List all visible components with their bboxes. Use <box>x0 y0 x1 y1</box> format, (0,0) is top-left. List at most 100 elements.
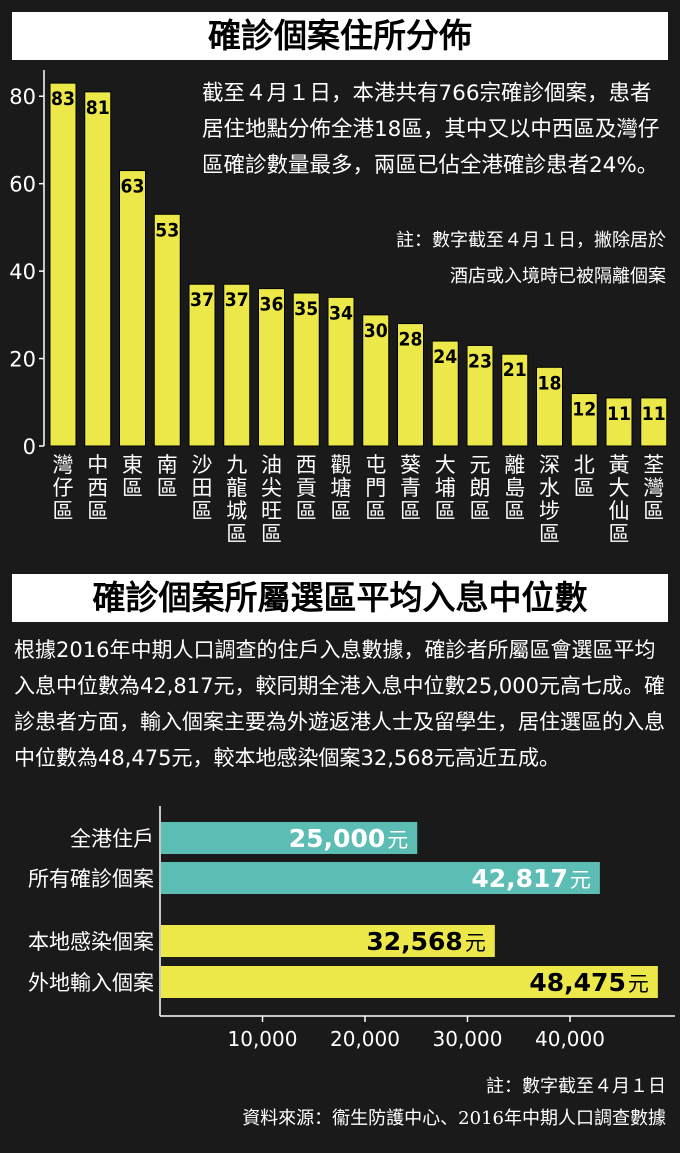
bar <box>536 366 563 447</box>
bar <box>153 213 181 447</box>
category-label: 西貢區 <box>296 453 317 523</box>
category-label-char: 城 <box>226 499 247 523</box>
category-label-char: 元 <box>470 453 491 477</box>
bar-value-label: 48,475元 <box>529 968 648 997</box>
category-label-char: 貢 <box>296 476 317 500</box>
bar-value-label: 11 <box>607 403 631 425</box>
category-label: 外地輸入個案 <box>28 971 154 995</box>
category-label: 觀塘區 <box>331 453 352 523</box>
bar <box>161 925 495 957</box>
y-tick-label: 0 <box>23 435 36 459</box>
category-label-char: 門 <box>365 476 386 500</box>
category-label-char: 塘 <box>331 476 352 500</box>
category-label-char: 區 <box>400 499 421 523</box>
bar-value-label: 21 <box>503 359 527 381</box>
bar <box>161 822 418 854</box>
bar <box>570 393 598 447</box>
bar-value-label: 34 <box>329 302 353 324</box>
category-label-char: 沙 <box>192 453 213 477</box>
bar <box>161 862 600 894</box>
category-label-char: 龍 <box>226 476 247 500</box>
section1-note-line2: 酒店或入境時已被隔離個案 <box>450 266 666 287</box>
section2-title: 確診個案所屬選區平均入息中位數 <box>12 574 668 622</box>
category-label-char: 水 <box>539 476 560 500</box>
category-label-char: 區 <box>122 476 143 500</box>
x-tick-label: 20,000 <box>330 1027 400 1051</box>
bar <box>327 296 355 447</box>
category-label-char: 西 <box>87 476 108 500</box>
category-label-char: 區 <box>226 522 247 546</box>
bar-value-label: 25,000元 <box>289 824 408 853</box>
bar <box>292 292 320 447</box>
category-label: 北區 <box>574 453 595 500</box>
category-label-char: 仙 <box>609 499 630 523</box>
category-label-char: 島 <box>504 476 525 500</box>
category-label-char: 區 <box>470 499 491 523</box>
category-label-char: 區 <box>365 499 386 523</box>
category-label-char: 南 <box>157 453 178 477</box>
bar-value-label: 28 <box>399 329 423 351</box>
category-label-char: 中 <box>87 453 108 477</box>
category-label-char: 埗 <box>539 499 560 523</box>
category-label-char: 仔 <box>53 476 74 500</box>
footer-note: 註：數字截至４月１日 <box>486 1076 666 1097</box>
bar-value-label: 83 <box>51 88 75 110</box>
category-label-char: 大 <box>435 453 456 477</box>
bar-value-label: 81 <box>86 97 110 119</box>
category-label-char: 大 <box>609 476 630 500</box>
y-tick-label: 20 <box>9 348 36 372</box>
bar <box>49 82 77 447</box>
category-label-char: 旺 <box>261 499 282 523</box>
x-tick-label: 30,000 <box>433 1027 503 1051</box>
category-label-char: 油 <box>261 453 282 477</box>
bar <box>431 340 459 447</box>
section1-title: 確診個案住所分佈 <box>12 12 668 60</box>
bar-value-label: 18 <box>538 372 562 394</box>
category-label-char: 田 <box>192 476 213 500</box>
bar-value-label: 36 <box>260 294 284 316</box>
category-label: 離島區 <box>504 453 525 523</box>
bar <box>258 288 285 447</box>
section2-description: 根據2016年中期人口調查的住戶入息數據，確診者所屬區會選區平均入息中位數為42… <box>14 638 665 770</box>
bar <box>362 314 390 447</box>
category-label-char: 灣 <box>643 476 664 500</box>
category-label-char: 荃 <box>643 453 664 477</box>
category-label-char: 黃 <box>609 453 630 477</box>
category-label-char: 區 <box>261 522 282 546</box>
category-label-char: 區 <box>157 476 178 500</box>
category-label: 沙田區 <box>192 453 213 523</box>
category-label-char: 尖 <box>261 476 282 500</box>
category-label-char: 區 <box>574 476 595 500</box>
category-label: 荃灣區 <box>643 453 664 523</box>
section1-note-line1: 註：數字截至４月１日，撇除居於 <box>396 230 666 251</box>
category-label-char: 區 <box>504 499 525 523</box>
bar-value-label: 32,568元 <box>366 927 485 956</box>
category-label-char: 觀 <box>331 453 352 477</box>
bar <box>501 353 529 447</box>
category-label-char: 北 <box>574 453 595 477</box>
category-label-char: 青 <box>400 476 421 500</box>
category-label-char: 區 <box>643 499 664 523</box>
category-label-char: 深 <box>539 453 560 477</box>
category-label: 中西區 <box>87 453 108 523</box>
category-label-char: 灣 <box>53 453 74 477</box>
category-label-char: 區 <box>87 499 108 523</box>
bar-value-label: 23 <box>468 350 492 372</box>
category-label-char: 朗 <box>470 476 491 500</box>
category-label: 南區 <box>157 453 178 500</box>
category-label-char: 屯 <box>365 453 386 477</box>
category-label-char: 葵 <box>400 453 421 477</box>
category-label-char: 區 <box>296 499 317 523</box>
y-tick-label: 40 <box>9 260 36 284</box>
bar <box>397 323 424 447</box>
bar-value-label: 30 <box>364 320 388 342</box>
category-label-char: 區 <box>435 499 456 523</box>
x-tick-label: 40,000 <box>535 1027 605 1051</box>
category-label-char: 區 <box>192 499 213 523</box>
x-tick-label: 10,000 <box>228 1027 298 1051</box>
